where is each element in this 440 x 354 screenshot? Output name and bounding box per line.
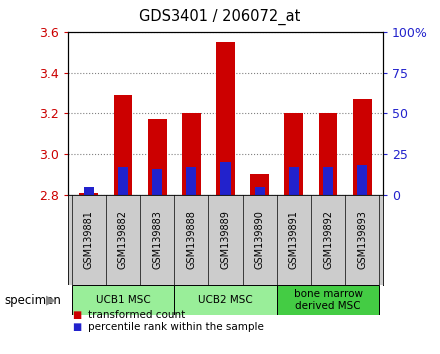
Bar xyxy=(84,187,94,195)
Text: GDS3401 / 206072_at: GDS3401 / 206072_at xyxy=(139,9,301,25)
Bar xyxy=(79,193,98,195)
Bar xyxy=(353,99,372,195)
Text: UCB1 MSC: UCB1 MSC xyxy=(95,295,150,305)
Bar xyxy=(285,113,303,195)
Text: specimen: specimen xyxy=(4,293,61,307)
Bar xyxy=(148,119,166,195)
Bar xyxy=(323,167,333,195)
Text: bone marrow
derived MSC: bone marrow derived MSC xyxy=(293,289,363,311)
Bar xyxy=(182,113,201,195)
Text: GSM139893: GSM139893 xyxy=(357,210,367,269)
Bar xyxy=(216,42,235,195)
Bar xyxy=(118,167,128,195)
Text: transformed count: transformed count xyxy=(88,310,185,320)
Bar xyxy=(250,174,269,195)
Text: GSM139890: GSM139890 xyxy=(255,210,265,269)
Text: GSM139892: GSM139892 xyxy=(323,210,333,269)
Bar xyxy=(152,169,162,195)
Bar xyxy=(114,95,132,195)
Bar xyxy=(277,285,379,315)
Text: ■: ■ xyxy=(73,322,82,332)
Text: ▶: ▶ xyxy=(46,293,55,307)
Text: GSM139889: GSM139889 xyxy=(220,210,231,269)
Text: GSM139883: GSM139883 xyxy=(152,210,162,269)
Bar xyxy=(357,165,367,195)
Bar xyxy=(319,113,337,195)
Bar xyxy=(255,187,265,195)
Bar xyxy=(72,285,174,315)
Bar xyxy=(174,285,277,315)
Text: percentile rank within the sample: percentile rank within the sample xyxy=(88,322,264,332)
Bar xyxy=(186,167,196,195)
Bar xyxy=(289,167,299,195)
Text: GSM139888: GSM139888 xyxy=(186,210,196,269)
Text: GSM139891: GSM139891 xyxy=(289,210,299,269)
Bar xyxy=(220,162,231,195)
Text: UCB2 MSC: UCB2 MSC xyxy=(198,295,253,305)
Text: ■: ■ xyxy=(73,310,82,320)
Text: GSM139881: GSM139881 xyxy=(84,210,94,269)
Text: GSM139882: GSM139882 xyxy=(118,210,128,269)
